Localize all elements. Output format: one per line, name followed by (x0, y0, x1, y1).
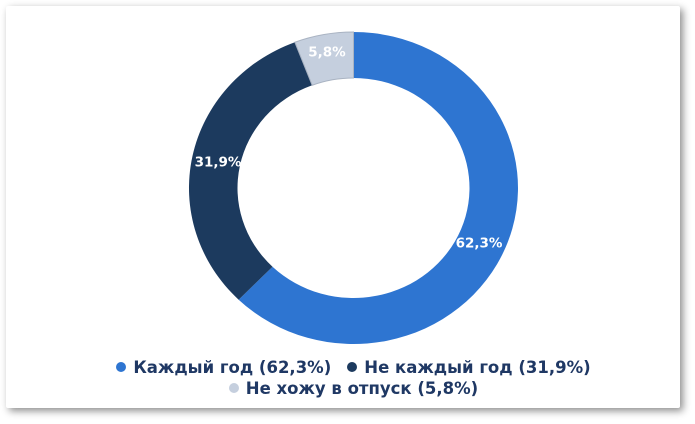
legend-row: Каждый год (62,3%) Не каждый год (31,9%) (6, 357, 695, 378)
legend-label: Каждый год (62,3%) (133, 358, 332, 377)
legend-bullet-icon (228, 383, 239, 393)
slice-label-3: 5,8% (308, 45, 346, 61)
legend-label: Не каждый год (31,9%) (364, 358, 591, 377)
slice-label-1: 62,3% (456, 236, 503, 252)
legend-item-2: Не каждый год (31,9%) (347, 357, 591, 378)
legend-item-3: Не хожу в отпуск (5,8%) (228, 378, 479, 399)
legend-label: Не хожу в отпуск (5,8%) (245, 379, 479, 398)
legend-bullet-icon (347, 362, 358, 372)
donut-slice-3 (294, 31, 354, 86)
legend-bullet-icon (116, 362, 127, 372)
legend-row: Не хожу в отпуск (5,8%) (6, 378, 695, 399)
chart-legend: Каждый год (62,3%) Не каждый год (31,9%) Н… (6, 357, 695, 399)
donut-chart: 62,3% 31,9% 5,8% (188, 31, 518, 344)
donut-slice-2 (188, 42, 313, 300)
chart-card: 62,3% 31,9% 5,8% Каждый год (62,3%) Не кажд… (6, 6, 680, 408)
donut-slice-1 (238, 32, 518, 344)
slice-label-2: 31,9% (195, 155, 242, 171)
legend-item-1: Каждый год (62,3%) (116, 357, 331, 378)
